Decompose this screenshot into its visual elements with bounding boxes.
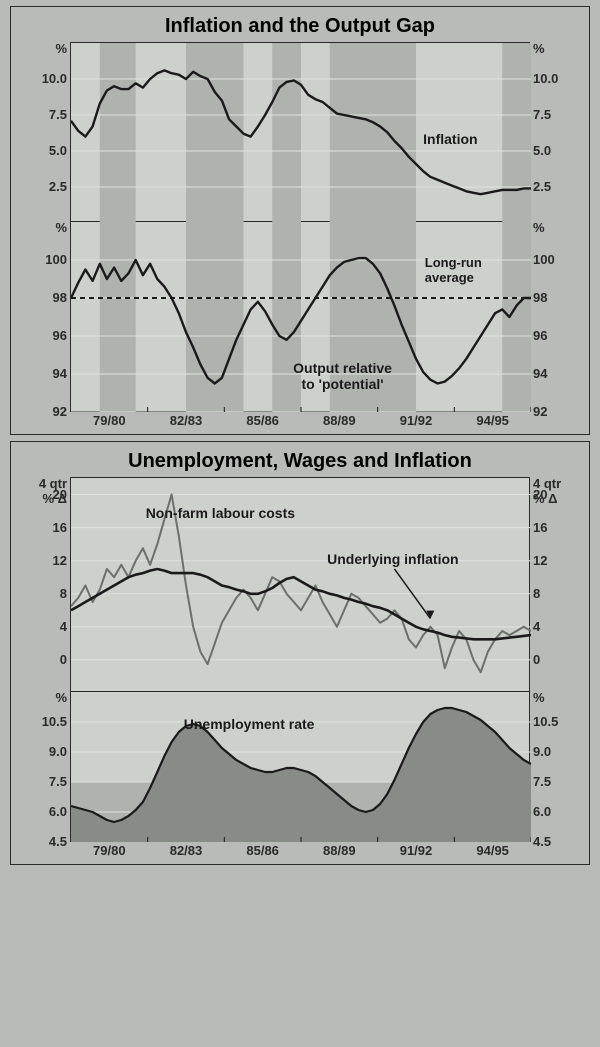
output-gap-label: Output relative to 'potential' <box>263 360 423 392</box>
figure2-title: Unemployment, Wages and Inflation <box>11 442 589 477</box>
ytick: 4.5 <box>31 834 71 849</box>
ytick: 10.0 <box>31 71 71 86</box>
ytick: 8 <box>31 586 71 601</box>
ytick: 4 <box>529 619 569 634</box>
ytick: 2.5 <box>529 179 569 194</box>
ytick: 100 <box>31 252 71 267</box>
ytick: 2.5 <box>31 179 71 194</box>
ytick: 92 <box>529 404 569 419</box>
unit-left: % <box>27 690 71 705</box>
ytick: 9.0 <box>31 744 71 759</box>
xtick: 88/89 <box>323 841 356 858</box>
ytick: 9.0 <box>529 744 569 759</box>
ytick: 12 <box>529 553 569 568</box>
unit-right: 4 qtr % Δ <box>529 476 573 506</box>
ytick: 4 <box>31 619 71 634</box>
ytick: 92 <box>31 404 71 419</box>
unit-right: % <box>529 220 573 235</box>
ytick: 7.5 <box>529 774 569 789</box>
panel-inflation: 2.52.55.05.07.57.510.010.0%%Inflation <box>70 42 530 222</box>
xtick: 85/86 <box>246 411 279 428</box>
ytick: 5.0 <box>529 143 569 158</box>
xtick: 85/86 <box>246 841 279 858</box>
figure-inflation-output-gap: Inflation and the Output Gap 2.52.55.05.… <box>10 6 590 435</box>
ytick: 12 <box>31 553 71 568</box>
ytick: 94 <box>529 366 569 381</box>
ytick: 10.0 <box>529 71 569 86</box>
ytick: 7.5 <box>31 774 71 789</box>
ytick: 100 <box>529 252 569 267</box>
ytick: 7.5 <box>31 107 71 122</box>
ytick: 10.5 <box>31 714 71 729</box>
figure-unemployment-wages-inflation: Unemployment, Wages and Inflation 004488… <box>10 441 590 865</box>
ytick: 98 <box>31 290 71 305</box>
unit-right: % <box>529 41 573 56</box>
ytick: 96 <box>529 328 569 343</box>
ytick: 16 <box>529 520 569 535</box>
inflation-label: Inflation <box>370 131 530 147</box>
reference-line-label: Long-run average <box>425 255 482 285</box>
unit-right: % <box>529 690 573 705</box>
ytick: 96 <box>31 328 71 343</box>
ytick: 7.5 <box>529 107 569 122</box>
underlying-inflation-label: Underlying inflation <box>313 551 473 567</box>
ytick: 4.5 <box>529 834 569 849</box>
ytick: 6.0 <box>529 804 569 819</box>
xtick: 88/89 <box>323 411 356 428</box>
ytick: 8 <box>529 586 569 601</box>
xtick: 79/80 <box>93 411 126 428</box>
xtick: 94/95 <box>476 841 509 858</box>
labour-costs-label: Non-farm labour costs <box>140 505 300 521</box>
unit-left: 4 qtr % Δ <box>27 476 71 506</box>
ytick: 5.0 <box>31 143 71 158</box>
ytick: 6.0 <box>31 804 71 819</box>
xtick: 91/92 <box>400 841 433 858</box>
ytick: 98 <box>529 290 569 305</box>
ytick: 10.5 <box>529 714 569 729</box>
figure1-title: Inflation and the Output Gap <box>11 7 589 42</box>
ytick: 94 <box>31 366 71 381</box>
xtick: 91/92 <box>400 411 433 428</box>
underlying-inflation-line <box>71 569 531 639</box>
unit-left: % <box>27 41 71 56</box>
xtick: 94/95 <box>476 411 509 428</box>
ytick: 16 <box>31 520 71 535</box>
panel-unemployment: 4.54.56.06.07.57.59.09.010.510.5%%Unempl… <box>70 692 530 842</box>
xtick: 82/83 <box>170 411 203 428</box>
panel-output-gap: 9292949496969898100100%%Output relative … <box>70 222 530 412</box>
xtick: 82/83 <box>170 841 203 858</box>
unit-left: % <box>27 220 71 235</box>
figure2-panels: 0044881212161620204 qtr % Δ4 qtr % ΔNon-… <box>20 477 580 864</box>
unemployment-rate-label: Unemployment rate <box>169 716 329 732</box>
panel-wages-inflation: 0044881212161620204 qtr % Δ4 qtr % ΔNon-… <box>70 477 530 692</box>
xtick: 79/80 <box>93 841 126 858</box>
figure1-panels: 2.52.55.05.07.57.510.010.0%%Inflation929… <box>20 42 580 434</box>
ytick: 0 <box>529 652 569 667</box>
ytick: 0 <box>31 652 71 667</box>
